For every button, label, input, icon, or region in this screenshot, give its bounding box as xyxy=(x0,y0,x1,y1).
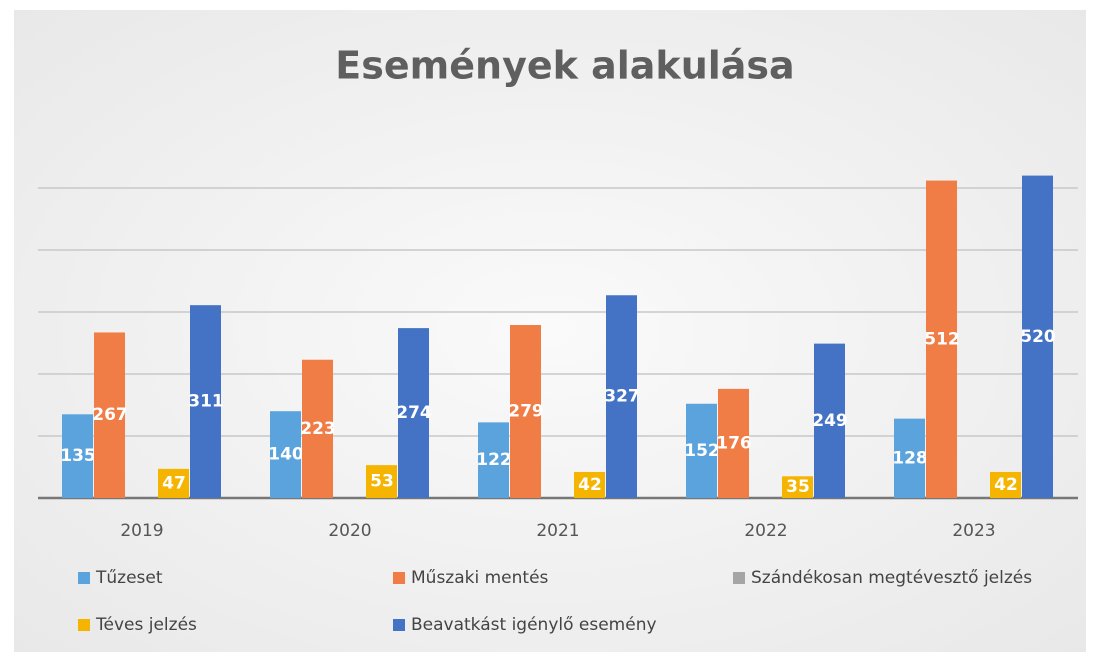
legend-label: Szándékosan megtévesztő jelzés xyxy=(751,568,1032,588)
value-label: 279 xyxy=(508,402,544,422)
value-label: 35 xyxy=(786,477,810,497)
bar xyxy=(510,325,541,498)
value-label: 47 xyxy=(162,473,186,493)
value-label: 520 xyxy=(1020,327,1056,347)
bar xyxy=(606,295,637,498)
legend-label: Beavatkást igénylő esemény xyxy=(411,615,657,635)
value-label: 249 xyxy=(812,411,848,431)
bar xyxy=(270,411,301,498)
x-tick-label: 2023 xyxy=(952,521,995,541)
x-tick-label: 2022 xyxy=(744,521,787,541)
bar xyxy=(990,471,1021,498)
value-label: 267 xyxy=(92,405,128,425)
legend-swatch xyxy=(393,619,405,631)
bar xyxy=(398,328,429,498)
value-label: 42 xyxy=(994,475,1018,495)
bar xyxy=(782,476,813,498)
x-tick-label: 2019 xyxy=(120,521,163,541)
x-tick-label: 2020 xyxy=(328,521,371,541)
bar xyxy=(478,422,509,498)
value-label: 128 xyxy=(892,448,928,468)
bar xyxy=(814,343,845,498)
value-label: 327 xyxy=(604,387,640,407)
x-tick-label: 2021 xyxy=(536,521,579,541)
bar xyxy=(94,332,125,498)
value-label: 512 xyxy=(924,329,960,349)
legend-swatch xyxy=(78,619,90,631)
bar xyxy=(574,471,605,498)
bar xyxy=(62,414,93,498)
bar xyxy=(718,388,749,498)
legend-swatch xyxy=(78,572,90,584)
bar xyxy=(686,403,717,498)
bar xyxy=(190,305,221,498)
bar xyxy=(366,465,397,498)
value-label: 311 xyxy=(188,392,224,412)
bar xyxy=(894,418,925,498)
legend-swatch xyxy=(733,572,745,584)
legend-label: Téves jelzés xyxy=(95,615,197,635)
value-label: 53 xyxy=(370,472,394,492)
value-label: 122 xyxy=(476,450,512,470)
value-label: 140 xyxy=(268,445,304,465)
legend-label: Műszaki mentés xyxy=(411,568,549,588)
value-label: 152 xyxy=(684,441,720,461)
value-label: 274 xyxy=(396,403,432,423)
bar xyxy=(158,468,189,498)
bar xyxy=(302,359,333,498)
bar xyxy=(926,180,957,498)
legend-label: Tűzeset xyxy=(95,568,163,588)
value-label: 176 xyxy=(716,433,752,453)
legend-swatch xyxy=(393,572,405,584)
chart-title: Események alakulása xyxy=(335,44,794,88)
bar xyxy=(1022,175,1053,498)
value-label: 135 xyxy=(60,446,96,466)
value-label: 42 xyxy=(578,475,602,495)
value-label: 223 xyxy=(300,419,336,439)
